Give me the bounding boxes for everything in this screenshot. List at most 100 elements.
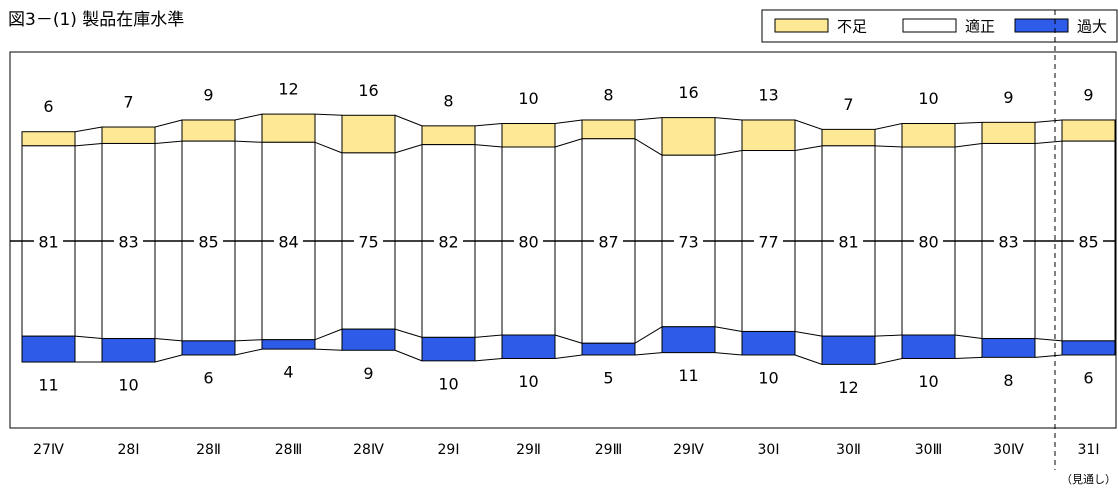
data-label: 4 [283, 363, 293, 382]
data-label: 82 [438, 233, 458, 252]
legend-label: 不足 [837, 18, 867, 36]
label-bg [274, 231, 303, 251]
legend-swatch [902, 18, 957, 33]
connector [874, 123, 903, 130]
bar-segment [421, 336, 476, 362]
bar-segment [821, 128, 876, 147]
annotation: （見通し） [1061, 473, 1116, 486]
connector [714, 326, 743, 332]
bar-segment [21, 335, 76, 363]
bar-segment [901, 123, 956, 148]
connector [154, 140, 183, 144]
connector [714, 150, 743, 156]
connector [554, 119, 583, 124]
connector [314, 348, 343, 351]
x-tick-label: 30Ⅰ [758, 442, 780, 458]
bar-segment [741, 330, 796, 356]
bar-segment [261, 113, 316, 143]
data-label: 6 [203, 368, 213, 387]
data-label: 10 [918, 89, 938, 108]
x-tick-label: 29Ⅱ [516, 442, 541, 458]
label-bg [114, 231, 143, 251]
legend-swatch [1014, 18, 1069, 33]
connector [794, 119, 823, 130]
bar-segment [501, 123, 556, 148]
connector [954, 334, 983, 340]
bar-segment [261, 339, 316, 350]
bar-segment [581, 342, 636, 356]
data-label: 10 [758, 368, 778, 387]
data-label: 10 [438, 374, 458, 393]
data-label: 80 [918, 233, 938, 252]
bar-segment [981, 338, 1036, 358]
legend-swatch [774, 18, 829, 33]
connector [954, 356, 983, 359]
data-label: 16 [358, 81, 378, 100]
connector [954, 142, 983, 148]
connector [634, 352, 663, 356]
data-label: 9 [1083, 85, 1093, 104]
data-label: 9 [363, 364, 373, 383]
x-tick-label: 28Ⅰ [118, 442, 140, 458]
connector [314, 113, 343, 116]
x-tick-label: 31Ⅰ [1078, 442, 1100, 458]
x-tick-label: 28Ⅳ [353, 442, 384, 458]
data-label: 83 [118, 233, 138, 252]
bar-segment [821, 335, 876, 365]
connector [794, 145, 823, 152]
bar-segment [181, 119, 236, 142]
data-label: 11 [38, 376, 58, 395]
data-label: 9 [203, 85, 213, 104]
connector [714, 117, 743, 121]
connector [874, 358, 903, 365]
data-label: 77 [758, 233, 778, 252]
x-tick-label: 29Ⅳ [673, 442, 704, 458]
bar-segment [101, 126, 156, 144]
label-bg [994, 231, 1023, 251]
label-bg [754, 231, 783, 251]
connector [634, 138, 663, 156]
data-label: 10 [118, 376, 138, 395]
connector [234, 140, 263, 143]
connector [1034, 354, 1063, 358]
connector [954, 121, 983, 124]
connector [74, 126, 103, 133]
bar-segment [661, 326, 716, 354]
connector [74, 142, 103, 147]
connector [634, 326, 663, 344]
label-bg [674, 231, 703, 251]
data-label: 13 [758, 85, 778, 104]
label-bg [434, 231, 463, 251]
data-label: 16 [678, 83, 698, 102]
data-label: 6 [1083, 368, 1093, 387]
bar-segment [581, 119, 636, 140]
data-label: 73 [678, 233, 698, 252]
bar-segment [1061, 119, 1116, 142]
connector [154, 354, 183, 363]
connector [874, 145, 903, 148]
bar-segment [501, 334, 556, 359]
connector [474, 144, 503, 148]
data-label: 12 [278, 80, 298, 99]
connector [394, 144, 423, 154]
bar-segment [21, 131, 76, 147]
data-label: 6 [43, 97, 53, 116]
connector [1034, 338, 1063, 342]
connector [394, 349, 423, 362]
data-label: 8 [1003, 371, 1013, 390]
data-label: 85 [198, 233, 218, 252]
connector [794, 354, 823, 365]
data-label: 10 [918, 372, 938, 391]
data-label: 81 [38, 233, 58, 252]
data-label: 7 [843, 95, 853, 114]
data-label: 87 [598, 233, 618, 252]
x-tick-label: 29Ⅲ [595, 442, 622, 458]
connector [554, 354, 583, 359]
bar-segment [341, 328, 396, 351]
connector [154, 119, 183, 128]
label-bg [354, 231, 383, 251]
label-bg [34, 231, 63, 251]
x-tick-label: 27Ⅳ [33, 442, 64, 458]
x-tick-label: 30Ⅳ [993, 442, 1024, 458]
bar-segment [181, 340, 236, 356]
